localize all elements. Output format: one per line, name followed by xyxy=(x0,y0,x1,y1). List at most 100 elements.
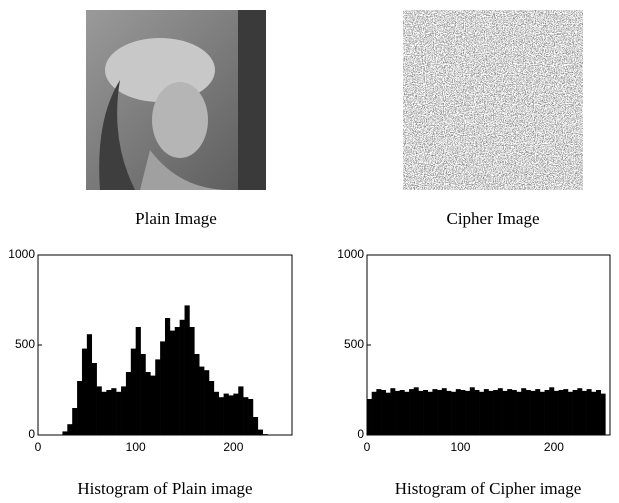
bar xyxy=(427,391,433,435)
bar xyxy=(539,391,545,435)
bar xyxy=(465,390,471,435)
bar xyxy=(595,390,601,435)
bar xyxy=(67,424,73,435)
bar xyxy=(488,390,494,435)
bar xyxy=(174,327,180,435)
bar xyxy=(549,387,555,435)
bar xyxy=(223,393,229,435)
y-tick-label: 1000 xyxy=(8,247,35,261)
image-caption: Plain Image xyxy=(135,209,217,228)
bar xyxy=(189,327,195,435)
bar xyxy=(535,389,541,435)
bar xyxy=(371,391,377,435)
plain-image xyxy=(86,10,266,190)
bar xyxy=(418,390,424,435)
bar xyxy=(169,330,176,435)
bar xyxy=(86,334,93,435)
bar xyxy=(367,399,372,435)
bar xyxy=(62,431,68,435)
bar xyxy=(145,372,151,435)
bar xyxy=(150,375,156,435)
bar xyxy=(558,390,564,435)
bar xyxy=(106,390,112,435)
bar xyxy=(479,391,485,435)
y-tick-label: 0 xyxy=(28,427,35,441)
bar xyxy=(451,391,457,435)
bar xyxy=(511,390,517,435)
bar xyxy=(553,390,559,435)
bar xyxy=(160,341,166,435)
bar xyxy=(390,388,396,435)
x-tick-label: 200 xyxy=(544,440,564,454)
bar xyxy=(213,391,220,435)
bar xyxy=(77,381,83,435)
image-caption: Cipher Image xyxy=(447,209,540,228)
y-tick-label: 500 xyxy=(15,337,35,351)
chart-caption: Histogram of Cipher image xyxy=(395,479,582,498)
x-tick-label: 200 xyxy=(223,440,243,454)
bar xyxy=(591,391,597,435)
bar xyxy=(563,389,569,435)
bar xyxy=(385,392,391,435)
bar xyxy=(194,354,200,435)
bar xyxy=(125,372,132,435)
bar xyxy=(409,389,415,435)
bar xyxy=(521,388,527,435)
bar xyxy=(432,389,438,435)
bar xyxy=(413,387,419,435)
bar xyxy=(497,388,503,435)
bar xyxy=(130,348,136,435)
bar xyxy=(376,389,382,435)
bar xyxy=(437,390,443,435)
bar xyxy=(72,408,78,435)
bar xyxy=(474,390,480,435)
bar xyxy=(404,391,410,435)
bar xyxy=(502,390,508,435)
bar xyxy=(140,354,146,435)
bar xyxy=(455,389,461,435)
x-tick-label: 100 xyxy=(126,440,146,454)
bar xyxy=(423,390,429,435)
bar xyxy=(530,390,536,435)
bar xyxy=(572,390,578,435)
bar xyxy=(165,318,171,435)
bar xyxy=(228,395,234,435)
bar xyxy=(184,305,190,435)
bar xyxy=(507,389,513,435)
bar xyxy=(238,386,244,435)
bar xyxy=(469,387,475,435)
bar xyxy=(121,386,127,435)
bar xyxy=(199,366,205,435)
bar xyxy=(581,390,587,435)
bar xyxy=(208,381,215,435)
bar xyxy=(600,393,606,435)
bar xyxy=(252,417,259,435)
bar xyxy=(446,390,452,435)
bar xyxy=(395,390,401,435)
x-tick-label: 100 xyxy=(450,440,470,454)
bar xyxy=(243,397,249,435)
bar xyxy=(116,391,122,435)
bar xyxy=(179,319,185,435)
bar xyxy=(111,388,117,435)
x-tick-label: 0 xyxy=(35,440,42,454)
bar xyxy=(399,390,405,435)
bar xyxy=(101,391,107,435)
bar xyxy=(233,393,239,435)
bar xyxy=(577,388,583,435)
bar xyxy=(381,390,386,435)
cipher-image xyxy=(403,10,583,190)
bar xyxy=(218,397,224,435)
bar xyxy=(544,390,550,435)
bar xyxy=(155,359,161,435)
y-tick-label: 500 xyxy=(344,337,364,351)
bar xyxy=(441,388,447,435)
bar xyxy=(567,391,573,435)
bar xyxy=(257,429,263,435)
bar xyxy=(81,348,88,435)
y-tick-label: 0 xyxy=(357,427,364,441)
bar xyxy=(135,327,141,435)
bar xyxy=(248,399,254,435)
